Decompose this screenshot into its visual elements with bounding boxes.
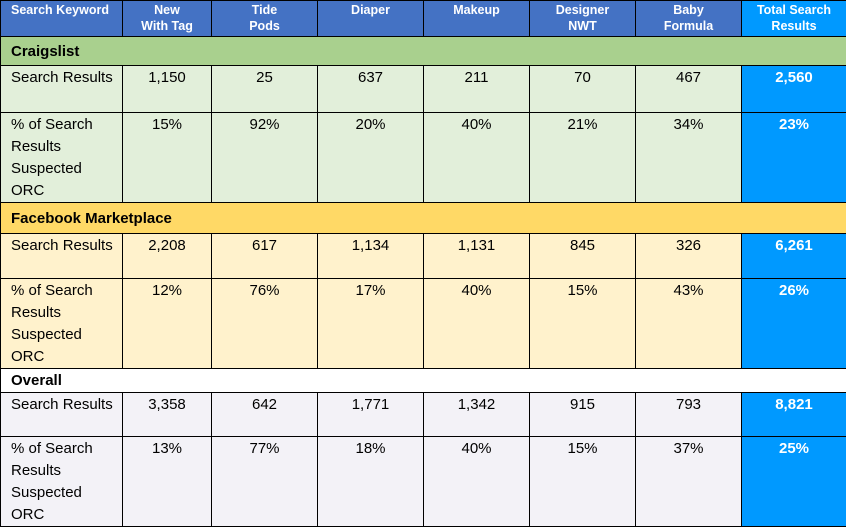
cell-value: 1,771	[318, 393, 424, 437]
row-label: Search Results	[1, 234, 123, 279]
cell-value: 15%	[530, 437, 636, 527]
table-row: % of Search Results Suspected ORC 13% 77…	[1, 437, 846, 527]
cell-value: 40%	[424, 113, 530, 203]
cell-value: 77%	[212, 437, 318, 527]
table-row: Search Results 1,150 25 637 211 70 467 2…	[1, 66, 846, 113]
cell-value: 1,131	[424, 234, 530, 279]
cell-value: 15%	[123, 113, 212, 203]
cell-value: 1,134	[318, 234, 424, 279]
cell-value: 3,358	[123, 393, 212, 437]
table-row: Search Results 3,358 642 1,771 1,342 915…	[1, 393, 846, 437]
cell-value: 18%	[318, 437, 424, 527]
cell-value: 17%	[318, 279, 424, 369]
cell-total: 25%	[742, 437, 846, 527]
cell-total: 2,560	[742, 66, 846, 113]
cell-value: 845	[530, 234, 636, 279]
cell-value: 326	[636, 234, 742, 279]
cell-value: 21%	[530, 113, 636, 203]
cell-total: 6,261	[742, 234, 846, 279]
cell-value: 467	[636, 66, 742, 113]
row-label: % of Search Results Suspected ORC	[1, 279, 123, 369]
cell-value: 34%	[636, 113, 742, 203]
cell-value: 13%	[123, 437, 212, 527]
table-row: % of Search Results Suspected ORC 15% 92…	[1, 113, 846, 203]
cell-value: 92%	[212, 113, 318, 203]
row-label: % of Search Results Suspected ORC	[1, 113, 123, 203]
cell-total: 8,821	[742, 393, 846, 437]
header-makeup: Makeup	[424, 1, 530, 37]
section-title: Facebook Marketplace	[1, 203, 846, 234]
section-title: Overall	[1, 369, 846, 393]
row-label: Search Results	[1, 66, 123, 113]
cell-value: 1,150	[123, 66, 212, 113]
row-label: % of Search Results Suspected ORC	[1, 437, 123, 527]
header-search-keyword: Search Keyword	[1, 1, 123, 37]
cell-value: 642	[212, 393, 318, 437]
section-header-craigslist: Craigslist	[1, 37, 846, 66]
table-row: Search Results 2,208 617 1,134 1,131 845…	[1, 234, 846, 279]
header-diaper: Diaper	[318, 1, 424, 37]
table-row: % of Search Results Suspected ORC 12% 76…	[1, 279, 846, 369]
cell-value: 637	[318, 66, 424, 113]
cell-value: 1,342	[424, 393, 530, 437]
cell-value: 40%	[424, 437, 530, 527]
cell-value: 40%	[424, 279, 530, 369]
cell-value: 915	[530, 393, 636, 437]
cell-value: 15%	[530, 279, 636, 369]
cell-value: 43%	[636, 279, 742, 369]
cell-total: 23%	[742, 113, 846, 203]
cell-value: 25	[212, 66, 318, 113]
section-header-facebook-marketplace: Facebook Marketplace	[1, 203, 846, 234]
section-title: Craigslist	[1, 37, 846, 66]
row-label: Search Results	[1, 393, 123, 437]
section-header-overall: Overall	[1, 369, 846, 393]
cell-value: 793	[636, 393, 742, 437]
cell-value: 12%	[123, 279, 212, 369]
cell-value: 2,208	[123, 234, 212, 279]
cell-value: 76%	[212, 279, 318, 369]
cell-value: 37%	[636, 437, 742, 527]
cell-value: 70	[530, 66, 636, 113]
cell-value: 211	[424, 66, 530, 113]
cell-total: 26%	[742, 279, 846, 369]
cell-value: 617	[212, 234, 318, 279]
cell-value: 20%	[318, 113, 424, 203]
